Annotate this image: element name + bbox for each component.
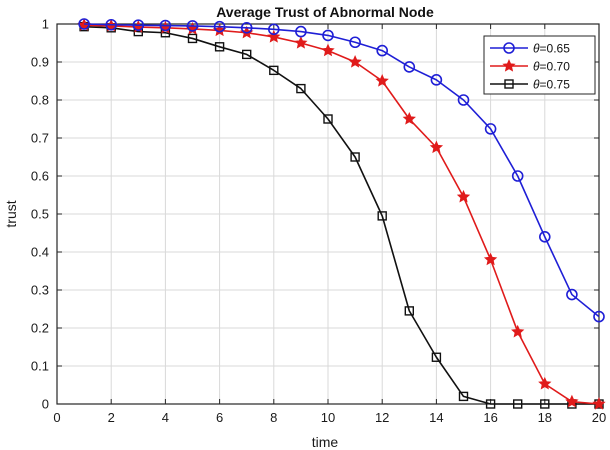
data-point — [404, 306, 414, 316]
data-point — [348, 55, 362, 68]
legend-marker — [504, 79, 514, 89]
legend-marker — [502, 59, 516, 72]
legend-entry: θ=0.70 — [490, 59, 570, 74]
y-tick-label: 0.8 — [31, 93, 49, 108]
data-point — [269, 65, 279, 76]
data-point — [484, 123, 497, 135]
y-tick-label: 0.7 — [31, 131, 49, 146]
data-point — [349, 36, 361, 49]
data-point — [483, 252, 498, 266]
legend-value: =0.65 — [540, 42, 571, 56]
data-point — [538, 376, 552, 390]
y-axis-label: trust — [3, 200, 19, 227]
data-point — [566, 288, 578, 301]
x-tick-label: 2 — [108, 410, 115, 425]
data-point — [511, 324, 525, 338]
legend: θ=0.65θ=0.70θ=0.75 — [483, 35, 596, 95]
data-point — [377, 211, 387, 221]
y-tick-label: 0.2 — [31, 321, 49, 336]
y-tick-label: 0.3 — [31, 283, 49, 298]
data-point — [321, 43, 335, 57]
x-axis-label: time — [312, 434, 339, 450]
legend-label: θ=0.65 — [533, 42, 570, 56]
axes-box — [56, 23, 600, 405]
data-point — [403, 61, 416, 73]
x-tick-label: 18 — [538, 410, 552, 425]
y-tick-label: 0 — [42, 397, 49, 412]
data-point — [105, 18, 117, 31]
x-tick-label: 0 — [53, 410, 60, 425]
x-tick-label: 10 — [321, 410, 335, 425]
legend-theta-symbol: θ — [533, 60, 540, 74]
data-point — [402, 112, 416, 125]
data-point — [240, 21, 253, 34]
data-point — [511, 170, 524, 182]
data-point — [267, 23, 280, 36]
data-point — [458, 391, 469, 402]
data-point — [159, 19, 172, 32]
x-tick-label: 16 — [483, 410, 497, 425]
series-circle — [78, 18, 605, 323]
data-point — [538, 231, 551, 243]
x-tick-label: 4 — [162, 410, 169, 425]
legend-theta-symbol: θ — [533, 42, 540, 56]
data-point — [78, 18, 90, 30]
x-tick-label: 8 — [270, 410, 277, 425]
legend-marker — [503, 42, 515, 54]
data-point — [431, 352, 442, 362]
data-point — [485, 399, 496, 409]
x-tick-label: 20 — [592, 410, 606, 425]
data-point — [376, 44, 389, 57]
data-point — [214, 42, 225, 52]
data-point — [593, 310, 605, 323]
y-tick-label: 0.4 — [31, 245, 49, 260]
legend-theta-symbol: θ — [533, 78, 540, 92]
data-point — [456, 189, 471, 203]
x-tick-label: 12 — [375, 410, 389, 425]
legend-label: θ=0.75 — [533, 78, 570, 92]
data-point — [375, 74, 389, 87]
series-layer — [77, 18, 606, 410]
y-tick-label: 1 — [42, 17, 49, 32]
data-point — [295, 25, 307, 38]
data-point — [187, 33, 198, 44]
data-point — [513, 399, 523, 409]
data-point — [350, 152, 360, 162]
data-point — [430, 74, 443, 86]
x-tick-label: 6 — [216, 410, 223, 425]
data-point — [592, 397, 606, 410]
data-point — [213, 20, 226, 33]
legend-value: =0.75 — [540, 78, 571, 92]
data-point — [296, 83, 306, 94]
data-point — [565, 394, 579, 408]
legend-label: θ=0.70 — [533, 60, 570, 74]
data-point — [241, 49, 252, 60]
data-point — [294, 36, 308, 49]
data-point — [186, 20, 199, 32]
data-point — [322, 29, 334, 42]
y-tick-label: 0.6 — [31, 169, 49, 184]
axes: 0 2 4 6 8 10 12 14 16 18 20 0 0.1 0.2 0.3 0.4 0.5 0.6 0.7 0… — [31, 17, 606, 426]
y-tick-label: 0.9 — [31, 55, 49, 70]
legend-entry: θ=0.65 — [490, 42, 570, 56]
data-point — [540, 399, 550, 409]
data-point — [429, 140, 444, 154]
y-tick-label: 0.5 — [31, 207, 49, 222]
data-point — [323, 114, 333, 124]
data-point — [457, 94, 470, 106]
x-tick-label: 14 — [429, 410, 443, 425]
data-point — [267, 29, 281, 43]
chart-title: Average Trust of Abnormal Node — [216, 4, 434, 20]
data-point — [132, 19, 145, 31]
y-tick-label: 0.1 — [31, 359, 49, 374]
legend-entry: θ=0.75 — [490, 78, 570, 92]
legend-value: =0.70 — [540, 60, 571, 74]
